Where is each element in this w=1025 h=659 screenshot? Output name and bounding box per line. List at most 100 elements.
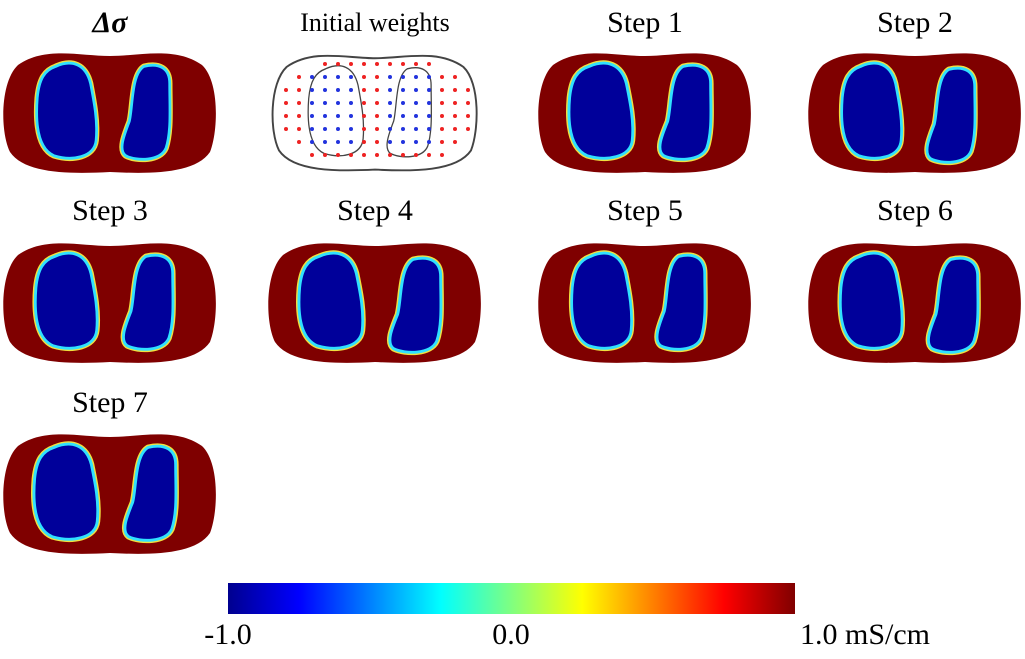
weight-dot [453,75,457,79]
weight-dot [440,75,444,79]
weight-dot [388,88,392,92]
weight-dot [388,75,392,79]
weight-dot [336,75,340,79]
weight-dot [401,62,405,66]
weight-dot [336,62,340,66]
panel [808,243,1021,363]
weight-dot [297,140,301,144]
colorbar-label: 0.0 [492,618,530,651]
weight-dot [310,101,314,105]
weight-dot [440,153,444,157]
weight-dot [323,101,327,105]
weight-dot [466,101,470,105]
weight-dot [310,140,314,144]
weight-dot [453,114,457,118]
weight-dot [401,75,405,79]
weight-dot [362,114,366,118]
panel-title: Step 1 [607,6,683,39]
weight-dot [310,153,314,157]
weight-dot [414,153,418,157]
weight-dot [323,75,327,79]
colorbar-label: -1.0 [204,618,252,651]
weight-dot [375,101,379,105]
weight-dot [414,62,418,66]
weight-dot [375,75,379,79]
weight-dot [362,88,366,92]
weight-dot [336,114,340,118]
weight-dot [414,75,418,79]
weight-dot [336,140,340,144]
weight-dot [440,101,444,105]
weight-dot [440,140,444,144]
weight-dot [349,88,353,92]
weight-dot [349,153,353,157]
lung [838,251,904,350]
weight-dot [323,88,327,92]
weight-dot [349,140,353,144]
panel [538,243,751,363]
lung [35,61,98,160]
weight-dot [284,88,288,92]
panel [538,53,751,173]
weight-dot [284,114,288,118]
lung [297,251,365,350]
panel-title: Step 3 [72,194,148,227]
lung-outline [386,67,433,158]
weight-dot [349,114,353,118]
panel-title: Step 2 [877,6,953,39]
weight-dot [284,127,288,131]
weight-dot [401,101,405,105]
weight-dot [388,114,392,118]
weight-dot [297,101,301,105]
panel [268,243,481,363]
weight-dot [375,88,379,92]
weight-dot [323,114,327,118]
colorbar-label: 1.0 mS/cm [800,618,930,651]
panel [3,434,216,554]
weight-dot [375,114,379,118]
weight-dot [427,88,431,92]
weight-dot [297,127,301,131]
weight-dot [362,127,366,131]
panel-title: Step 7 [72,386,148,419]
weight-dot [323,62,327,66]
lung [567,61,635,160]
panel [808,53,1021,173]
weight-dot [440,88,444,92]
lung [927,256,980,354]
weight-dot [466,88,470,92]
colorbar [228,583,795,614]
weight-dot [453,140,457,144]
lung [122,253,175,351]
weight-dot [466,127,470,131]
weight-dot [362,62,366,66]
weight-dot [388,62,392,66]
weight-dot [388,153,392,157]
weight-dot [349,75,353,79]
weight-dot [427,62,431,66]
weight-dot [401,140,405,144]
weight-dot [414,127,418,131]
weight-dot [297,114,301,118]
weight-dot [427,127,431,131]
weight-dot [375,62,379,66]
panel [271,54,478,172]
weight-dot [427,114,431,118]
weight-dot [362,101,366,105]
weight-dot [362,153,366,157]
weight-dot [414,114,418,118]
weight-dot [401,114,405,118]
weight-dot [414,140,418,144]
weight-dot [349,127,353,131]
lung [120,63,172,161]
weight-dot [414,101,418,105]
torso-outline [271,54,478,172]
weight-dot [466,114,470,118]
lung [570,251,633,350]
panel-title: Δσ [92,6,129,39]
weight-dot [453,127,457,131]
weight-dot [284,101,288,105]
weight-dot [349,101,353,105]
lung [925,66,977,164]
